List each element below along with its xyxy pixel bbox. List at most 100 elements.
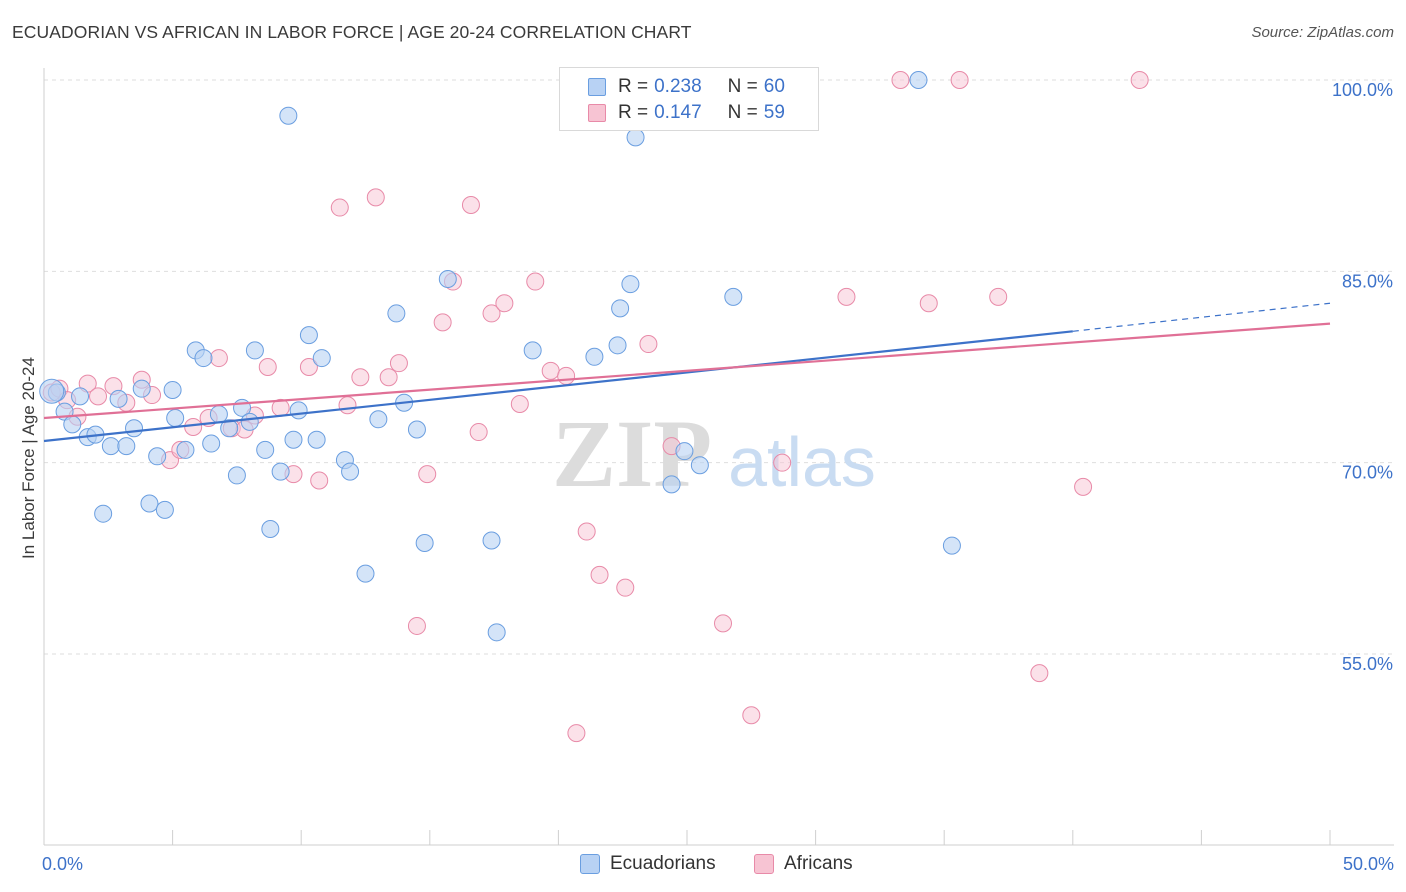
- african-point: [526, 272, 545, 291]
- ecuadorian-point: [626, 128, 645, 147]
- legend-n-label: N =: [727, 102, 758, 123]
- legend-r-label: R =: [618, 76, 649, 97]
- african-point: [433, 313, 452, 332]
- ecuadorian-point: [312, 349, 331, 368]
- legend-r-label: R =: [618, 102, 649, 123]
- ecuadorian-point: [675, 442, 694, 461]
- gridlines: [44, 79, 1394, 655]
- ecuadorian-point: [909, 71, 928, 89]
- legend-n-value: 59: [763, 102, 785, 123]
- watermark: ZIP atlas: [552, 400, 876, 507]
- african-point: [567, 724, 586, 743]
- ecuadorian-point: [341, 462, 360, 481]
- ecuadorian-point: [369, 410, 388, 429]
- legend-label-africans: Africans: [784, 853, 853, 874]
- ecuadorian-point: [284, 430, 303, 449]
- chart-title: ECUADORIAN VS AFRICAN IN LABOR FORCE | A…: [12, 22, 692, 42]
- ecuadorian-point: [245, 341, 264, 360]
- legend-label-ecuadorians: Ecuadorians: [610, 853, 716, 874]
- legend-swatch-ecuadorians: [588, 78, 606, 96]
- y-tick-label: 85.0%: [1342, 271, 1393, 291]
- african-point: [89, 387, 108, 406]
- african-point: [742, 706, 761, 725]
- african-point: [837, 287, 856, 306]
- x-tick-label: 0.0%: [42, 854, 83, 874]
- african-point: [461, 196, 480, 215]
- legend-item-ecuadorians[interactable]: Ecuadorians: [580, 852, 716, 876]
- african-point: [919, 294, 938, 313]
- legend-row-ecuadorians: R = 0.238 N = 60: [588, 75, 785, 99]
- legend-r-value: 0.147: [654, 102, 702, 123]
- african-point: [639, 335, 658, 354]
- african-point: [366, 188, 385, 207]
- ecuadorian-point: [176, 440, 195, 459]
- african-point: [258, 358, 277, 376]
- ecuadorian-point: [117, 437, 136, 456]
- african-point: [379, 368, 398, 387]
- y-tick-label: 70.0%: [1342, 463, 1393, 483]
- ecuadorian-point: [202, 434, 221, 453]
- african-point: [891, 71, 910, 89]
- ecuadorian-point: [125, 419, 144, 438]
- ecuadorian-point: [256, 440, 275, 459]
- ecuadorians-trend-line: [43, 330, 1073, 443]
- ecuadorian-point: [942, 536, 961, 555]
- ecuadorian-point: [482, 531, 501, 550]
- african-point: [351, 368, 370, 387]
- african-point: [616, 578, 635, 597]
- african-point: [773, 453, 792, 472]
- ecuadorian-point: [438, 269, 457, 288]
- watermark-atlas: atlas: [728, 423, 876, 501]
- african-point: [299, 358, 318, 376]
- ecuadorian-point: [155, 500, 174, 519]
- african-point: [482, 304, 501, 323]
- african-point: [389, 354, 408, 373]
- legend-item-africans[interactable]: Africans: [754, 852, 853, 876]
- x-ticks: [43, 830, 1331, 845]
- ecuadorian-point: [240, 412, 259, 431]
- ecuadorian-point: [611, 299, 630, 318]
- source-credit: Source: ZipAtlas.com: [1251, 24, 1394, 41]
- legend-n-value: 60: [763, 76, 785, 97]
- ecuadorian-point: [289, 401, 308, 420]
- africans-trend-line: [43, 322, 1331, 420]
- x-tick-labels: 0.0% 50.0%: [42, 854, 1394, 874]
- african-point: [714, 614, 733, 633]
- ecuadorian-point: [299, 326, 318, 345]
- ecuadorians-points: [39, 71, 961, 642]
- trend-lines: [43, 302, 1331, 443]
- ecuadorian-point: [356, 564, 375, 583]
- ecuadorian-point: [487, 623, 506, 642]
- x-tick-label: 50.0%: [1343, 854, 1394, 874]
- african-point: [989, 287, 1008, 306]
- ecuadorian-point: [608, 336, 627, 355]
- african-point: [338, 396, 357, 415]
- ecuadorian-point: [585, 347, 604, 366]
- legend-swatch-africans: [588, 104, 606, 122]
- ecuadorian-point: [271, 462, 290, 481]
- ecuadorian-point: [415, 534, 434, 553]
- stats-legend: R = 0.238 N = 60 R = 0.147 N = 59: [559, 67, 819, 131]
- african-point: [330, 198, 349, 217]
- african-point: [510, 394, 529, 413]
- ecuadorian-point: [140, 494, 159, 513]
- african-point: [557, 366, 576, 385]
- y-tick-labels: 100.0% 85.0% 70.0% 55.0%: [1332, 80, 1393, 674]
- ecuadorian-point: [39, 378, 65, 404]
- legend-r-value: 0.238: [654, 76, 702, 97]
- legend-n-label: N =: [727, 76, 758, 97]
- ecuadorian-point: [261, 519, 280, 538]
- ecuadorian-point: [662, 475, 681, 494]
- african-point: [184, 417, 203, 436]
- ecuadorian-point: [148, 447, 167, 466]
- ecuadorian-point: [220, 419, 239, 438]
- african-point: [541, 361, 560, 380]
- ecuadorian-point: [523, 341, 542, 360]
- african-point: [209, 349, 228, 368]
- african-point: [577, 522, 596, 541]
- ecuadorian-point: [724, 287, 743, 306]
- legend-row-africans: R = 0.147 N = 59: [588, 101, 785, 125]
- axes: [43, 68, 1394, 846]
- ecuadorian-point: [621, 275, 640, 294]
- legend-swatch-ecuadorians: [580, 854, 600, 874]
